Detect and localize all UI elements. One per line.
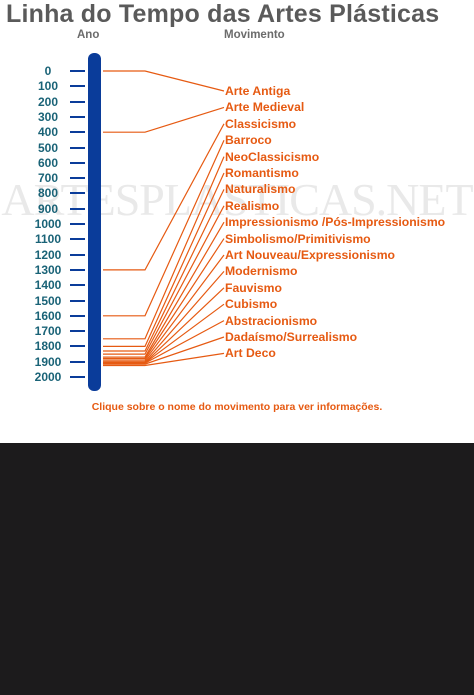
year-label: 1500: [34, 293, 62, 308]
connector-line: [103, 123, 225, 271]
movement-link[interactable]: Classicismo: [225, 116, 297, 131]
year-tick: [70, 284, 85, 287]
connector-line: [103, 336, 225, 365]
movement-link[interactable]: Realismo: [225, 198, 280, 213]
year-column-header: Ano: [77, 29, 100, 41]
year-label: 500: [37, 140, 59, 155]
movement-link[interactable]: Abstracionismo: [225, 313, 318, 328]
movement-column-header: Movimento: [224, 29, 285, 41]
connector-line: [103, 238, 225, 360]
connector-line: [103, 254, 225, 361]
year-tick: [70, 192, 85, 195]
year-tick: [70, 360, 85, 363]
year-label: 100: [37, 79, 59, 94]
connector-line: [103, 70, 225, 92]
year-label: 1200: [34, 247, 62, 262]
connector-line: [103, 156, 225, 340]
year-tick: [70, 299, 85, 302]
movement-link[interactable]: Cubismo: [225, 297, 278, 312]
movement-link[interactable]: Simbolismo/Primitivismo: [225, 231, 371, 246]
year-label: 2000: [34, 370, 62, 384]
year-tick: [70, 70, 85, 72]
year-tick: [70, 100, 85, 103]
year-label: 600: [37, 155, 59, 170]
year-label: 900: [37, 201, 59, 216]
year-tick: [70, 161, 85, 164]
movement-link[interactable]: Arte Medieval: [225, 100, 305, 115]
movement-link[interactable]: Dadaísmo/Surrealismo: [225, 330, 358, 344]
year-label: 1900: [34, 354, 62, 369]
connector-line: [103, 106, 225, 133]
year-label: 1700: [34, 324, 62, 339]
connector-line: [103, 271, 225, 363]
connector-line: [103, 172, 225, 347]
year-label: 1800: [34, 339, 62, 354]
movement-link[interactable]: Fauvismo: [225, 280, 282, 295]
year-tick: [70, 345, 85, 348]
year-tick: [70, 223, 85, 225]
connector-line: [103, 139, 225, 317]
watermark: ARTESPLASTICAS.NET: [1, 174, 473, 225]
year-tick: [70, 330, 85, 333]
year-label: 300: [37, 109, 59, 124]
year-tick: [70, 115, 85, 118]
connector-line: [103, 189, 225, 352]
movement-link[interactable]: Modernismo: [225, 264, 298, 279]
year-label: 700: [37, 171, 59, 186]
instruction-text: Clique sobre o nome do movimento para ve…: [91, 401, 383, 413]
year-tick: [70, 314, 85, 317]
year-label: 400: [37, 125, 59, 140]
year-label: 200: [37, 94, 59, 109]
movement-link[interactable]: Romantismo: [225, 166, 299, 180]
year-tick: [70, 238, 85, 241]
movement-link[interactable]: Barroco: [225, 133, 272, 148]
movement-link[interactable]: Art Deco: [225, 346, 276, 361]
connector-line: [103, 221, 225, 358]
year-label: 1300: [34, 262, 62, 277]
movement-link[interactable]: Impressionismo /Pós-Impressionismo: [225, 215, 446, 230]
year-tick: [70, 268, 85, 271]
year-label: 1400: [34, 278, 62, 293]
year-label: 1100: [34, 232, 62, 247]
year-label: 1600: [34, 308, 62, 323]
movement-link[interactable]: Arte Antiga: [225, 84, 291, 98]
connector-lines: [103, 70, 225, 367]
year-tick: [70, 85, 85, 88]
page-title: Linha do Tempo das Artes Plásticas: [6, 0, 440, 28]
year-tick: [70, 253, 85, 256]
year-tick: [70, 177, 85, 180]
year-tick: [70, 207, 85, 210]
connector-line: [103, 352, 225, 367]
movement-link[interactable]: Art Nouveau/Expressionismo: [225, 248, 395, 262]
connector-line: [103, 205, 225, 355]
year-label: 0: [44, 64, 52, 78]
timeline-panel: Linha do Tempo das Artes Plásticas ARTES…: [0, 0, 474, 443]
year-label: 800: [37, 186, 59, 201]
year-tick: [70, 146, 85, 149]
movement-link[interactable]: NeoClassicismo: [225, 149, 320, 164]
timeline-bar: [88, 53, 101, 391]
year-tick: [70, 376, 85, 378]
year-label: 1000: [34, 217, 62, 231]
year-tick: [70, 131, 85, 134]
movement-link[interactable]: Naturalismo: [225, 182, 296, 197]
connector-line: [103, 320, 225, 364]
